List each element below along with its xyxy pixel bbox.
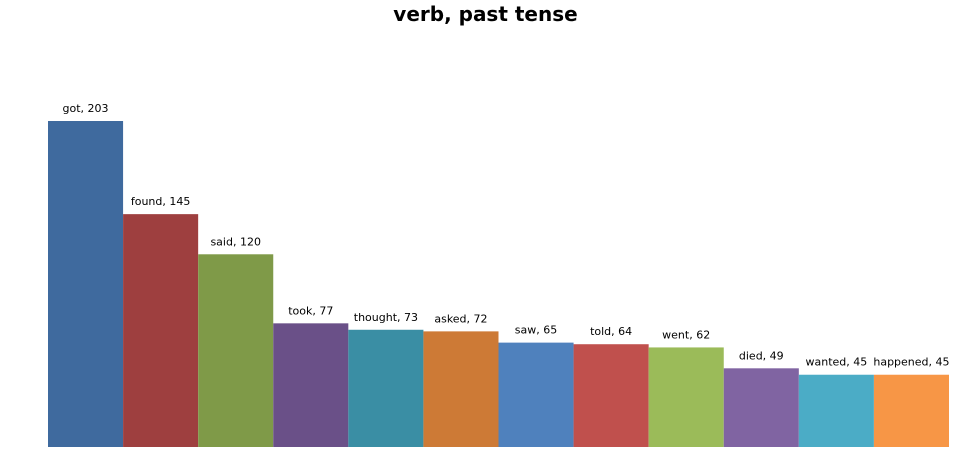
data-label-died: died, 49 [739,349,784,362]
data-label-asked: asked, 72 [434,312,487,325]
data-label-saw: saw, 65 [515,324,557,337]
bar-happened [873,374,949,447]
bar-got [48,121,124,447]
data-labels-group: got, 203 found, 145 said, 120 took, 77 thoug… [63,102,950,369]
bar-saw [498,342,574,447]
bar-told [573,344,649,447]
data-label-said: said, 120 [210,235,261,248]
bar-took [273,323,349,447]
data-label-told: told, 64 [590,325,632,338]
bars-group [48,121,949,447]
data-label-took: took, 77 [288,304,333,317]
bar-went [648,347,724,447]
data-label-thought: thought, 73 [354,311,418,324]
chart-title: verb, past tense [393,2,578,26]
bar-thought [348,329,424,447]
data-label-wanted: wanted, 45 [805,356,867,369]
bar-said [198,254,274,447]
bar-wanted [798,374,874,447]
bar-found [123,214,199,447]
data-label-found: found, 145 [131,195,191,208]
bar-asked [423,331,499,447]
data-label-got: got, 203 [63,102,109,115]
data-label-happened: happened, 45 [873,356,949,369]
data-label-went: went, 62 [662,328,710,341]
bar-died [723,368,799,447]
